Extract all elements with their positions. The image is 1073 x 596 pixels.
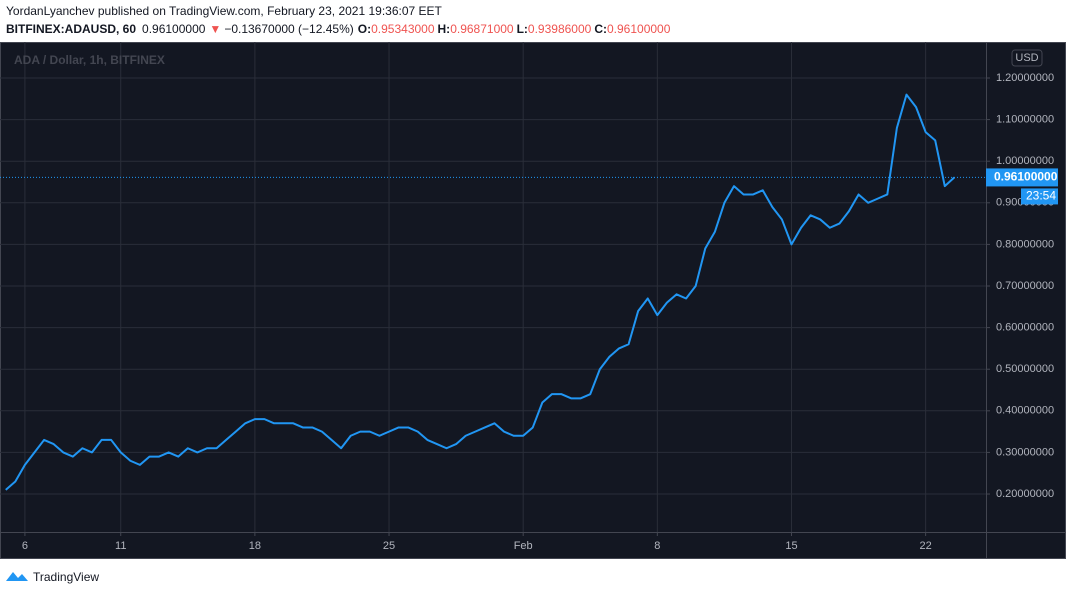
y-tick-label: 1.10000000 — [996, 113, 1054, 125]
currency[interactable]: USD — [1015, 52, 1038, 64]
legend: ADA / Dollar, 1h, BITFINEX — [14, 53, 165, 67]
last-price-label: 0.96100000 — [994, 170, 1058, 184]
l: 0.93986000 — [528, 22, 592, 36]
x-tick-label: 25 — [383, 540, 395, 552]
y-tick-label: 0.40000000 — [996, 405, 1054, 417]
x-tick-label: 6 — [22, 540, 28, 552]
last: 0.96100000 — [142, 22, 206, 36]
currency-button[interactable] — [1011, 49, 1043, 67]
arrow: ▼ — [209, 22, 221, 36]
plot: 0.20000000 0.30000000 0.40000000 0.50000000… — [0, 42, 1054, 552]
x-tick-label: 22 — [920, 540, 932, 552]
tv-logo — [6, 572, 28, 581]
countdown: 23:54 — [1026, 189, 1056, 203]
last-price-box — [986, 168, 1058, 187]
x-tick-label: 18 — [249, 540, 261, 552]
y-tick-label: 0.60000000 — [996, 322, 1054, 334]
x-tick-label: Feb — [514, 540, 533, 552]
h-label: H: — [438, 22, 451, 36]
countdown-box — [1021, 188, 1058, 205]
o-label: O: — [358, 22, 371, 36]
h: 0.96871000 — [450, 22, 514, 36]
y-tick-label: 1.00000000 — [996, 155, 1054, 167]
price-line — [5, 93, 956, 491]
ohlc-line: BITFINEX:ADAUSD, 60 0.96100000 ▼ −0.1367000… — [6, 22, 671, 36]
symbol: BITFINEX:ADAUSD, 60 — [6, 22, 136, 36]
y-tick-label: 0.70000000 — [996, 280, 1054, 292]
c: 0.96100000 — [607, 22, 671, 36]
y-tick-label: 0.80000000 — [996, 238, 1054, 250]
c-label: C: — [594, 22, 607, 36]
x-tick-label: 15 — [785, 540, 797, 552]
chart-panel — [0, 42, 1066, 559]
l-label: L: — [517, 22, 528, 36]
footer-brand: TradingView — [33, 570, 99, 584]
y-tick-label: 0.20000000 — [996, 488, 1054, 500]
x-tick-label: 11 — [115, 540, 126, 552]
o: 0.95343000 — [371, 22, 435, 36]
y-tick-label: 0.50000000 — [996, 363, 1054, 375]
publish-info: YordanLyanchev published on TradingView.… — [6, 4, 443, 18]
x-tick-label: 8 — [654, 540, 660, 552]
change: −0.13670000 (−12.45%) — [224, 22, 353, 36]
y-tick-label: 0.30000000 — [996, 446, 1054, 458]
y-tick-label: 1.20000000 — [996, 72, 1054, 84]
